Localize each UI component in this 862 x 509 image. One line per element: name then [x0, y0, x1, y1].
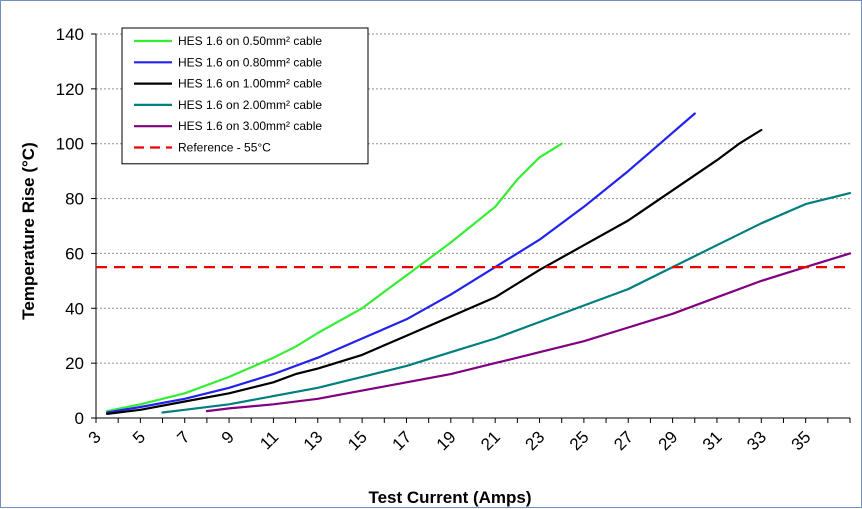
- series-line-3: [106, 128, 763, 415]
- series-line-4: [161, 192, 852, 414]
- y-axis-ticks: 0 20 40 60 80 100 120 140: [56, 25, 96, 428]
- x-tick-label: 3: [85, 427, 105, 447]
- x-tick-label: 17: [388, 427, 415, 454]
- x-tick-label: 31: [699, 427, 726, 454]
- series-lines: [96, 112, 852, 415]
- x-tick-label: 13: [300, 427, 327, 454]
- y-axis-title: Temperature Rise (°C): [19, 142, 38, 319]
- y-tick-label: 120: [56, 80, 84, 99]
- y-tick-label: 60: [65, 244, 84, 263]
- y-tick-label: 140: [56, 25, 84, 44]
- y-tick-label: 20: [65, 354, 84, 373]
- series-line-5: [205, 252, 852, 413]
- legend-label: HES 1.6 on 1.00mm² cable: [178, 77, 322, 91]
- legend-label: Reference - 55°C: [178, 141, 271, 155]
- x-tick-label: 11: [256, 427, 282, 453]
- legend-label: HES 1.6 on 0.50mm² cable: [178, 34, 322, 48]
- y-tick-label: 0: [75, 409, 84, 428]
- x-tick-label: 5: [129, 427, 149, 447]
- series-line-1: [106, 142, 563, 413]
- x-tick-label: 25: [566, 427, 593, 454]
- x-tick-label: 35: [788, 427, 815, 454]
- y-tick-label: 80: [65, 190, 84, 209]
- x-tick-label: 23: [522, 427, 549, 454]
- legend: HES 1.6 on 0.50mm² cable HES 1.6 on 0.80m…: [121, 27, 369, 165]
- y-tick-label: 40: [65, 299, 84, 318]
- series-line-2: [106, 112, 696, 414]
- x-tick-label: 19: [433, 427, 460, 454]
- x-tick-label: 33: [743, 427, 770, 454]
- legend-label: HES 1.6 on 3.00mm² cable: [178, 119, 322, 133]
- x-tick-label: 7: [173, 427, 193, 447]
- x-tick-label: 9: [218, 427, 238, 447]
- legend-label: HES 1.6 on 2.00mm² cable: [178, 98, 322, 112]
- y-tick-label: 100: [56, 135, 84, 154]
- x-axis-ticks: 3 5 7 9 11 13 15 17 19 21 23 25 27 29 31 33 35: [85, 418, 851, 454]
- x-tick-label: 15: [344, 427, 371, 454]
- x-tick-label: 27: [610, 427, 637, 454]
- x-tick-label: 29: [655, 427, 682, 454]
- x-tick-label: 21: [477, 427, 504, 454]
- legend-box: [121, 27, 369, 165]
- legend-label: HES 1.6 on 0.80mm² cable: [178, 55, 322, 69]
- x-axis-title: Test Current (Amps): [368, 488, 531, 507]
